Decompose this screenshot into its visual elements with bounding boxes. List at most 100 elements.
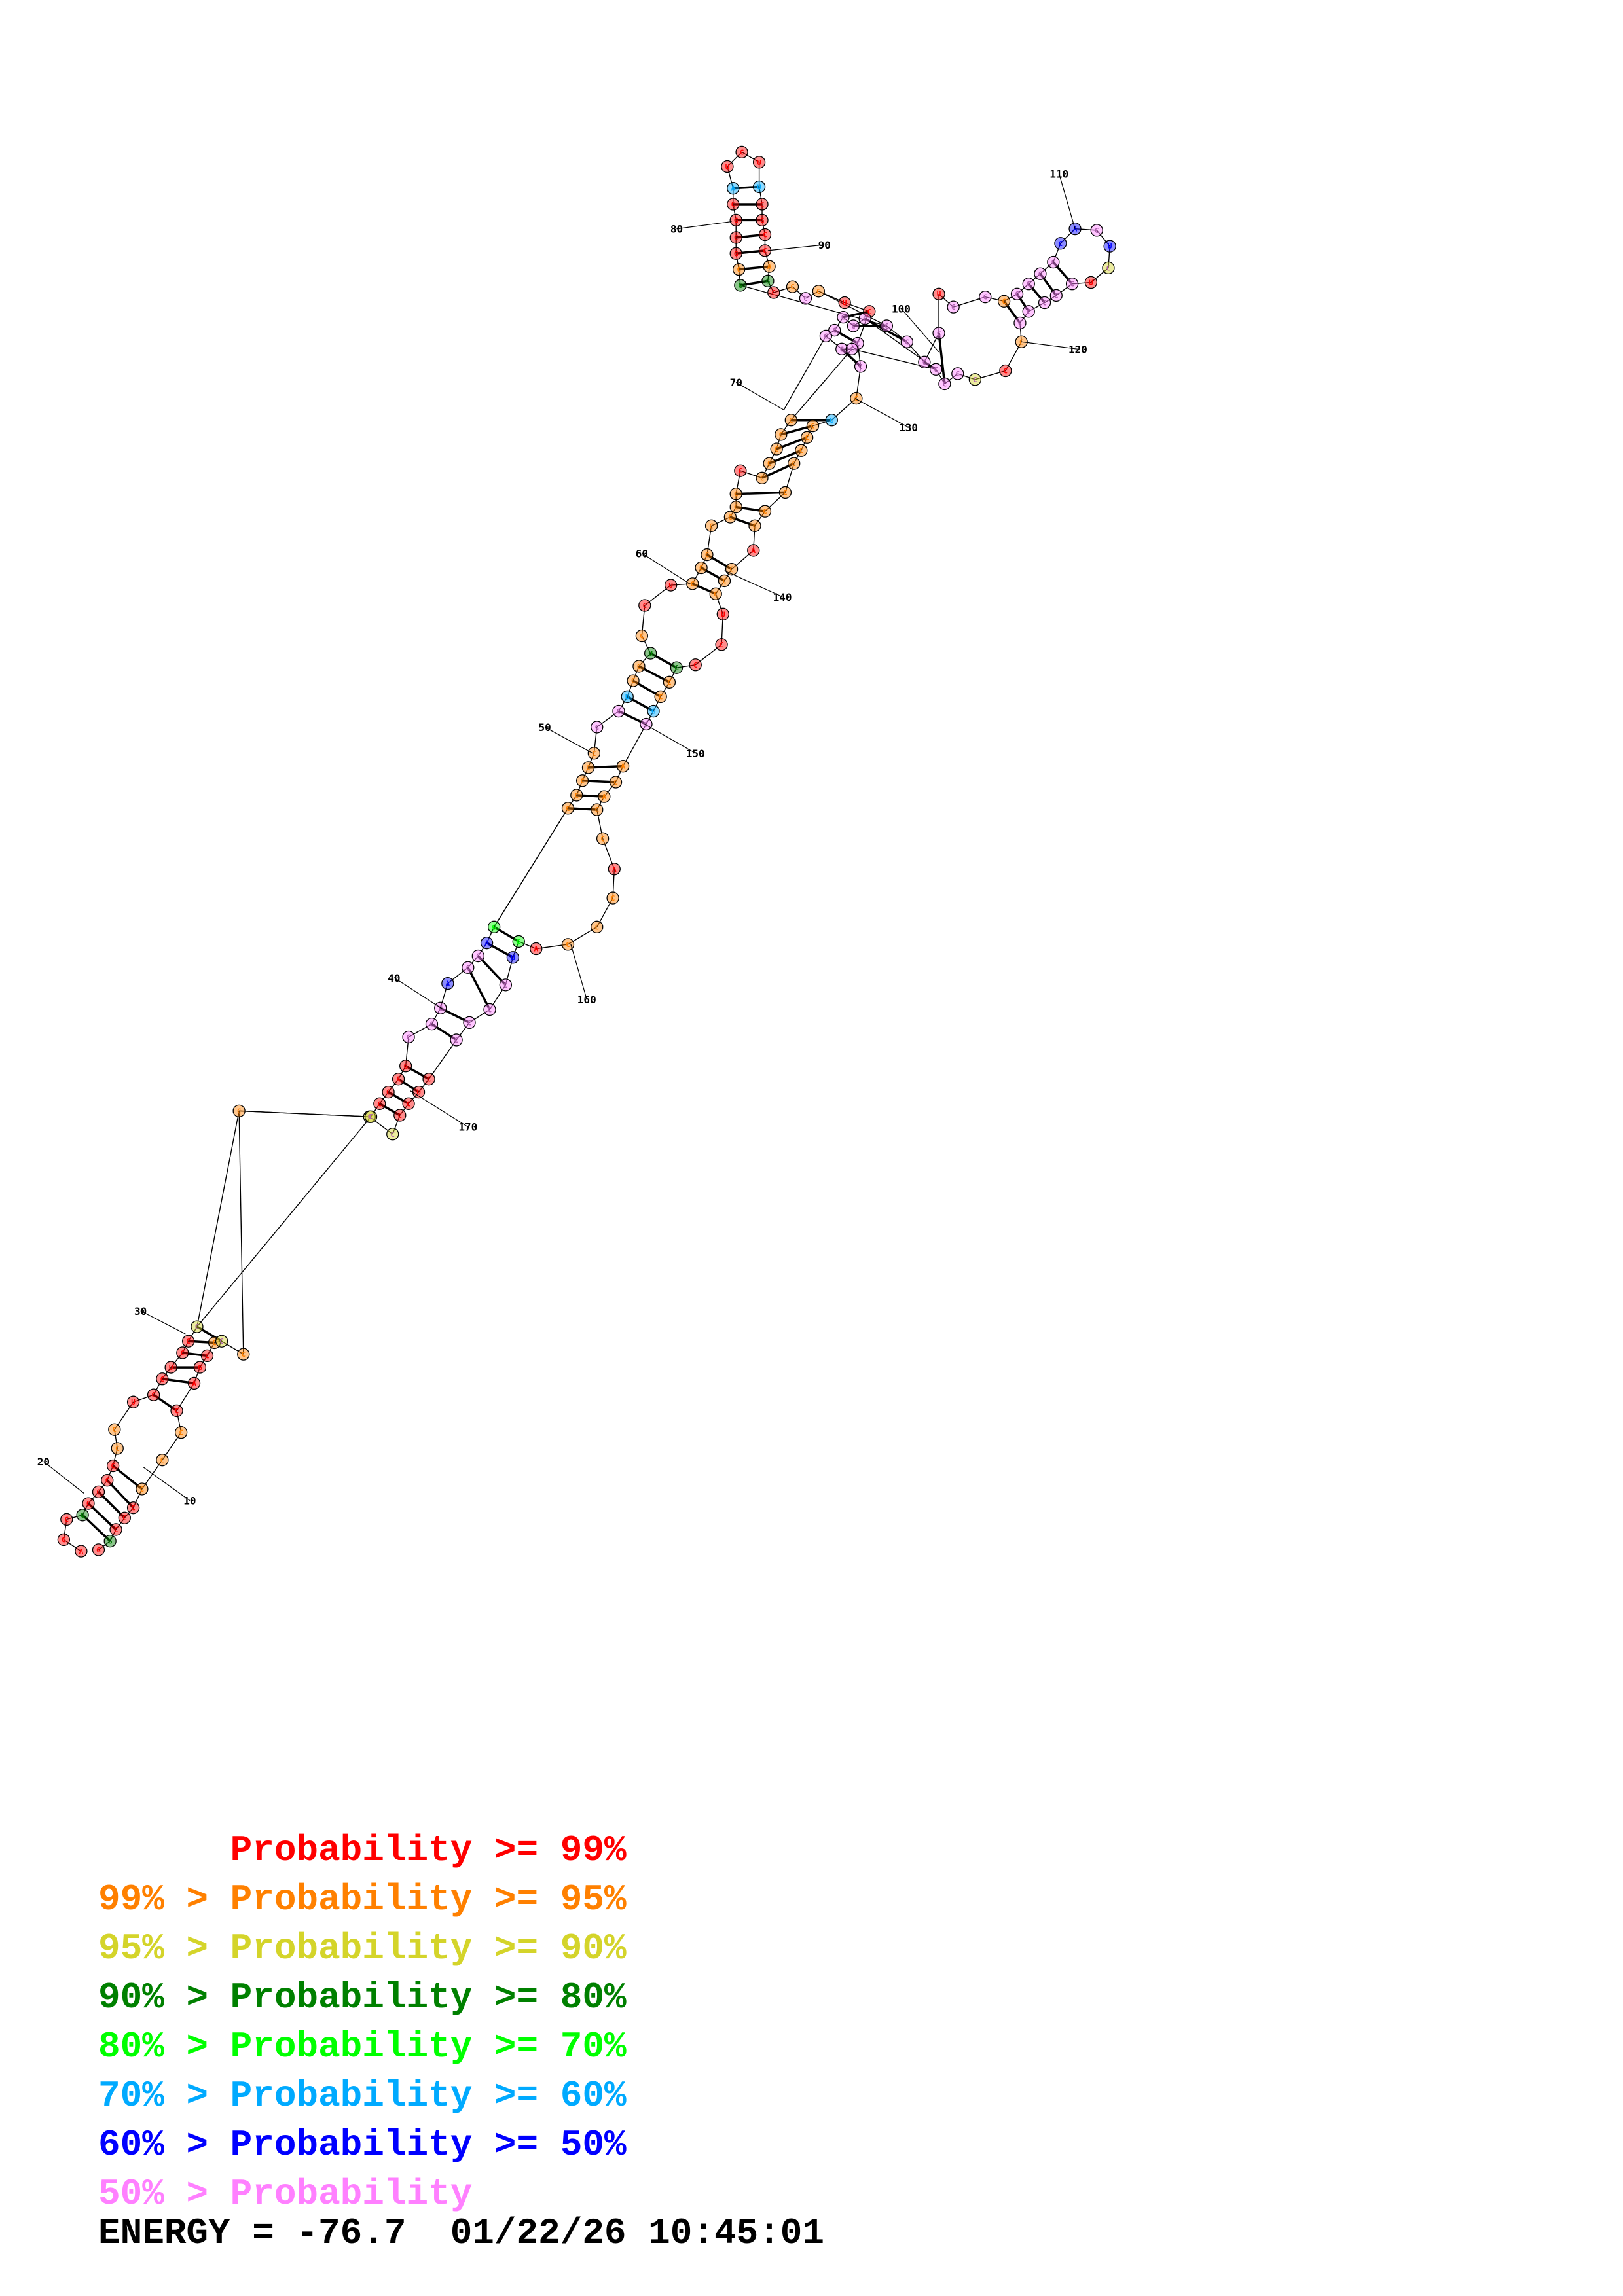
nucleotide: C bbox=[701, 548, 714, 562]
backbone-segment bbox=[1019, 323, 1022, 342]
nucleotide-letter: C bbox=[640, 632, 644, 641]
nucleotide-letter: C bbox=[709, 522, 714, 530]
position-tick bbox=[901, 308, 939, 353]
nucleotide-letter: C bbox=[731, 200, 735, 209]
base-pair-bond bbox=[477, 955, 507, 986]
nucleotide-letter: A bbox=[192, 1379, 196, 1388]
nucleotide-letter: C bbox=[611, 894, 615, 903]
base-pair-bond bbox=[81, 1514, 111, 1542]
nucleotide: A bbox=[530, 942, 543, 956]
position-tick bbox=[854, 398, 909, 428]
nucleotide: G bbox=[57, 1533, 71, 1547]
position-label: 140 bbox=[773, 591, 792, 603]
nucleotide-letter: G bbox=[108, 1537, 113, 1546]
nucleotide: C bbox=[176, 1346, 189, 1359]
nucleotide: C bbox=[1034, 267, 1047, 280]
nucleotide: C bbox=[108, 1423, 121, 1436]
nucleotide-circle bbox=[635, 629, 649, 643]
nucleotide-circle bbox=[778, 486, 792, 499]
nucleotide-circle bbox=[968, 373, 981, 386]
backbone-segment bbox=[740, 285, 887, 327]
position-tick bbox=[724, 570, 783, 598]
nucleotide-letter: C bbox=[1106, 264, 1111, 272]
probability-legend: Probability >= 99% 99% > Probability >= 9… bbox=[98, 1826, 627, 2219]
nucleotide-letter: G bbox=[734, 249, 739, 258]
backbone-segment bbox=[379, 1092, 389, 1104]
backbone-segment bbox=[622, 724, 647, 767]
nucleotide-letter: C bbox=[705, 551, 710, 560]
nucleotide: C bbox=[704, 519, 718, 532]
nucleotide-letter: C bbox=[1038, 270, 1043, 278]
base-pair-bond bbox=[864, 317, 908, 343]
nucleotide-letter: C bbox=[160, 1456, 165, 1465]
nucleotide-circle bbox=[863, 305, 876, 318]
legend-gt: > bbox=[186, 1928, 209, 1969]
nucleotide: G bbox=[76, 1509, 89, 1522]
nucleotide-letter: C bbox=[219, 1337, 224, 1346]
nucleotide-circle bbox=[1102, 261, 1115, 275]
nucleotide-letter: C bbox=[96, 1488, 101, 1496]
nucleotide: C bbox=[450, 1033, 463, 1047]
backbone-segment bbox=[388, 1079, 399, 1093]
nucleotide-letter: C bbox=[763, 231, 767, 240]
nucleotide-circle bbox=[75, 1545, 88, 1558]
nucleotide-letter: C bbox=[850, 345, 854, 353]
backbone-segment bbox=[63, 1519, 67, 1540]
nucleotide-letter: C bbox=[839, 345, 844, 353]
base-pair-bond bbox=[1016, 293, 1030, 312]
base-pair-bond bbox=[736, 491, 786, 495]
nucleotide-circle bbox=[756, 198, 769, 211]
nucleotide-letter: C bbox=[729, 565, 734, 574]
nucleotide: C bbox=[638, 599, 651, 612]
nucleotide-circle bbox=[721, 160, 734, 173]
nucleotide: U bbox=[1103, 240, 1116, 253]
base-pair-bond bbox=[739, 265, 770, 271]
backbone-segment bbox=[769, 448, 777, 464]
nucleotide-letter: C bbox=[122, 1514, 127, 1522]
nucleotide-letter: C bbox=[580, 777, 585, 785]
nucleotide-letter: G bbox=[517, 937, 521, 946]
nucleotide-circle bbox=[784, 414, 797, 427]
nucleotide: G bbox=[487, 920, 501, 933]
backbone-segment bbox=[221, 1340, 244, 1355]
nucleotide-circle bbox=[763, 457, 776, 470]
nucleotide-letter: C bbox=[799, 446, 803, 455]
nucleotide-circle bbox=[392, 1073, 405, 1086]
backbone-connector bbox=[196, 1111, 240, 1327]
energy-readout: ENERGY = -76.7 01/22/26 10:45:01 bbox=[98, 2212, 824, 2254]
legend-gt bbox=[186, 1829, 208, 1871]
base-pair-bond bbox=[618, 710, 647, 726]
nucleotide-letter: C bbox=[454, 1036, 459, 1045]
nucleotide: C bbox=[819, 329, 833, 343]
nucleotide-letter: C bbox=[737, 266, 741, 274]
nucleotide-letter: C bbox=[397, 1111, 402, 1120]
nucleotide: U bbox=[716, 607, 729, 620]
backbone-segment bbox=[638, 653, 651, 667]
nucleotide-circle bbox=[399, 1060, 412, 1073]
nucleotide: C bbox=[382, 1085, 395, 1099]
nucleotide-letter: C bbox=[594, 923, 599, 931]
nucleotide-letter: C bbox=[811, 422, 815, 431]
nucleotide-letter: C bbox=[115, 1444, 120, 1453]
nucleotide: C bbox=[640, 717, 653, 731]
nucleotide: U bbox=[506, 951, 520, 964]
nucleotide-circle bbox=[715, 638, 728, 651]
nucleotide-circle bbox=[587, 747, 600, 760]
nucleotide-letter: U bbox=[668, 581, 673, 590]
nucleotide: C bbox=[1013, 316, 1027, 330]
nucleotide-letter: A bbox=[767, 262, 772, 271]
nucleotide-circle bbox=[483, 1003, 496, 1016]
backbone-segment bbox=[653, 696, 661, 711]
nucleotide-circle bbox=[480, 937, 494, 950]
backbone-segment bbox=[627, 680, 634, 697]
backbone-segment bbox=[773, 286, 793, 293]
backbone-lines bbox=[63, 151, 1110, 1552]
backbone-connector bbox=[852, 348, 936, 370]
nucleotide-letter: C bbox=[659, 692, 663, 701]
nucleotide-circle bbox=[756, 471, 769, 484]
base-pair-bond bbox=[649, 652, 678, 669]
nucleotide: C bbox=[570, 789, 583, 802]
nucleotide: C bbox=[854, 360, 867, 373]
legend-text: Probability bbox=[230, 2173, 473, 2215]
backbone-segment bbox=[935, 368, 945, 384]
